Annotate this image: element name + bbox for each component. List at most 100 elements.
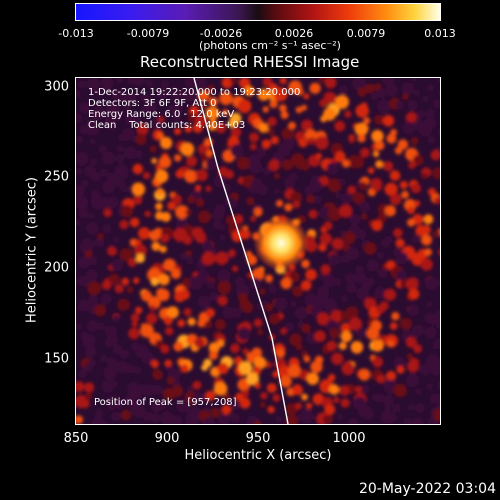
image-texture-blob	[272, 370, 280, 378]
image-texture-blob	[399, 180, 408, 190]
image-texture-blob	[312, 393, 325, 406]
image-texture-blob	[126, 286, 134, 294]
image-texture-blob	[170, 268, 181, 279]
image-texture-blob	[341, 192, 352, 204]
image-texture-blob	[246, 254, 258, 266]
image-texture-blob	[111, 259, 124, 271]
image-texture-blob	[83, 340, 91, 348]
image-texture-blob	[356, 229, 367, 240]
image-texture-blob	[164, 359, 173, 368]
image-texture-blob	[197, 210, 211, 224]
image-texture-blob	[438, 128, 440, 136]
image-texture-blob	[383, 161, 394, 172]
image-texture-blob	[426, 301, 433, 308]
image-texture-blob	[86, 320, 99, 332]
image-texture-blob	[208, 96, 219, 107]
image-texture-blob	[356, 328, 367, 338]
image-texture-blob	[256, 183, 268, 196]
image-texture-blob	[301, 259, 310, 269]
image-texture-blob	[383, 288, 397, 301]
image-texture-blob	[328, 384, 340, 395]
image-texture-blob	[338, 178, 346, 186]
image-texture-blob	[320, 264, 331, 275]
image-texture-blob	[282, 159, 294, 171]
image-texture-blob	[214, 319, 226, 330]
image-texture-blob	[280, 327, 287, 335]
image-texture-blob	[131, 320, 138, 328]
image-texture-blob	[361, 213, 368, 220]
image-texture-blob	[180, 364, 189, 373]
image-texture-blob	[352, 78, 366, 91]
image-texture-blob	[184, 78, 197, 89]
image-texture-blob	[341, 254, 351, 264]
image-texture-blob	[149, 305, 156, 312]
image-texture-blob	[152, 369, 163, 381]
image-texture-blob	[430, 149, 440, 161]
image-texture-blob	[364, 83, 375, 94]
image-texture-blob	[236, 156, 251, 170]
image-texture-blob	[142, 171, 151, 180]
image-texture-blob	[315, 153, 322, 160]
image-texture-blob	[187, 195, 195, 204]
image-texture-blob	[425, 108, 435, 118]
image-texture-blob	[170, 415, 183, 424]
image-texture-blob	[76, 90, 81, 99]
image-texture-blob	[157, 116, 165, 123]
image-texture-blob	[422, 95, 429, 102]
image-texture-blob	[149, 230, 161, 241]
image-texture-blob	[407, 206, 415, 215]
image-texture-blob	[78, 208, 89, 219]
image-texture-blob	[157, 131, 164, 139]
image-texture-blob	[85, 269, 98, 282]
image-texture-blob	[348, 317, 363, 331]
y-tick-label: 150	[44, 351, 69, 367]
image-texture-blob	[121, 172, 129, 179]
image-texture-blob	[201, 251, 216, 266]
image-texture-blob	[229, 112, 242, 125]
info-time-range: 1-Dec-2014 19:22:20.000 to 19:23:20.000	[88, 87, 301, 98]
image-texture-blob	[177, 319, 186, 328]
image-texture-blob	[101, 380, 114, 393]
image-texture-blob	[160, 233, 170, 243]
colorbar-tick: 0.0026	[274, 27, 314, 40]
image-texture-blob	[261, 139, 271, 149]
image-texture-blob	[249, 161, 263, 174]
image-texture-blob	[301, 119, 313, 132]
image-texture-blob	[228, 198, 238, 208]
image-texture-blob	[239, 397, 251, 409]
x-tick-label: 900	[154, 431, 180, 446]
image-texture-blob	[401, 190, 409, 199]
y-axis-label: Heliocentric Y (arcsec)	[24, 177, 40, 323]
image-texture-blob	[268, 159, 280, 172]
image-texture-blob	[78, 369, 87, 379]
image-texture-blob	[374, 287, 386, 299]
image-texture-blob	[104, 337, 115, 348]
image-texture-blob	[132, 163, 143, 175]
image-texture-blob	[439, 147, 440, 153]
image-texture-blob	[79, 102, 91, 114]
image-texture-blob	[119, 219, 129, 230]
image-texture-blob	[341, 362, 355, 376]
image-texture-blob	[186, 385, 193, 392]
image-texture-blob	[385, 370, 397, 382]
image-texture-blob	[433, 338, 440, 350]
image-texture-blob	[90, 158, 98, 166]
image-texture-blob	[259, 288, 266, 295]
image-texture-blob	[334, 151, 346, 163]
image-texture-blob	[251, 267, 265, 281]
image-texture-blob	[133, 195, 143, 205]
image-texture-blob	[175, 205, 189, 219]
image-texture-blob	[411, 325, 424, 337]
image-texture-blob	[303, 93, 310, 100]
image-texture-blob	[262, 167, 271, 175]
image-texture-blob	[424, 276, 439, 291]
image-texture-blob	[393, 356, 406, 369]
image-texture-blob	[262, 106, 269, 113]
image-texture-blob	[323, 221, 333, 231]
image-texture-blob	[318, 243, 327, 252]
image-texture-blob	[300, 280, 312, 291]
image-texture-blob	[160, 136, 173, 150]
image-texture-blob	[375, 160, 384, 169]
image-texture-blob	[253, 420, 262, 424]
image-texture-blob	[171, 194, 183, 205]
